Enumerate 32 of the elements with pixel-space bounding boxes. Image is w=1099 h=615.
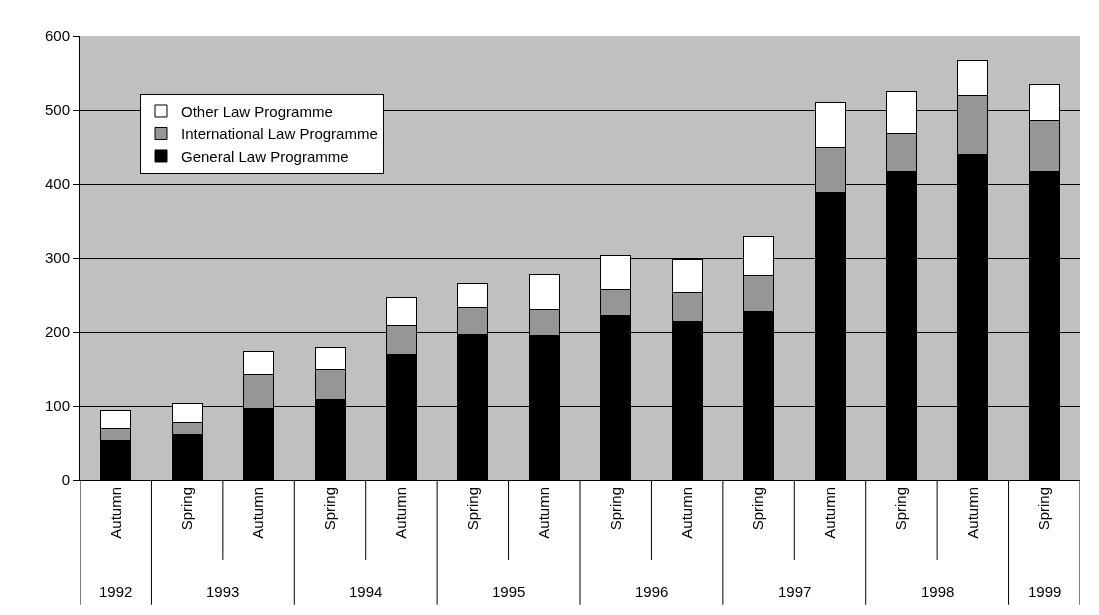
x-tick-label: Spring: [749, 487, 767, 531]
text: 1998: [921, 583, 955, 600]
x-tick-label: Autumn: [535, 487, 553, 539]
x-tick-label: Spring: [320, 487, 338, 531]
x-tick-label: Spring: [1035, 487, 1053, 531]
legend-label: Other Law Programme: [181, 102, 333, 120]
x-tick-label: Autumn: [106, 487, 124, 539]
y-tick-label: 300: [44, 249, 70, 267]
y-tick-label: 100: [44, 397, 70, 415]
x-tick-label: Autumn: [820, 487, 838, 539]
legend-label: International Law Programme: [181, 125, 378, 143]
text: 1999: [1028, 583, 1062, 600]
legend-label: General Law Programme: [181, 147, 349, 165]
x-tick-label: Spring: [178, 487, 196, 531]
y-tick-label: 0: [61, 471, 70, 489]
text: 1996: [635, 583, 669, 600]
y-tick-label: 200: [44, 323, 70, 341]
text: 1997: [778, 583, 812, 600]
y-tick-label: 500: [44, 101, 70, 119]
x-tick-label: Autumn: [963, 487, 981, 539]
text: 1993: [206, 583, 240, 600]
x-tick-label: Spring: [892, 487, 910, 531]
text: 1992: [99, 583, 133, 600]
y-tick-label: 400: [44, 175, 70, 193]
y-tick-label: 600: [44, 27, 70, 45]
x-tick-label: Spring: [606, 487, 624, 531]
x-tick-label: Spring: [463, 487, 481, 531]
text: 1995: [492, 583, 526, 600]
x-tick-label: Autumn: [678, 487, 696, 539]
x-tick-label: Autumn: [249, 487, 267, 539]
text: 1994: [349, 583, 383, 600]
x-tick-label: Autumn: [392, 487, 410, 539]
